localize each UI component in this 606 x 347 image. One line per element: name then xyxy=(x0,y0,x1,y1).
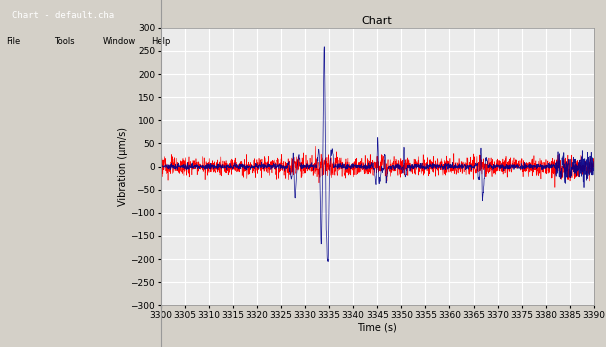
Title: Chart: Chart xyxy=(362,16,393,26)
Y-axis label: Vibration (µm/s): Vibration (µm/s) xyxy=(118,127,127,206)
Text: File: File xyxy=(6,37,21,46)
X-axis label: Time (s): Time (s) xyxy=(358,323,397,333)
Text: Window: Window xyxy=(103,37,136,46)
Text: Tools: Tools xyxy=(55,37,75,46)
Text: Help: Help xyxy=(152,37,171,46)
Text: Chart - default.cha: Chart - default.cha xyxy=(12,11,115,20)
